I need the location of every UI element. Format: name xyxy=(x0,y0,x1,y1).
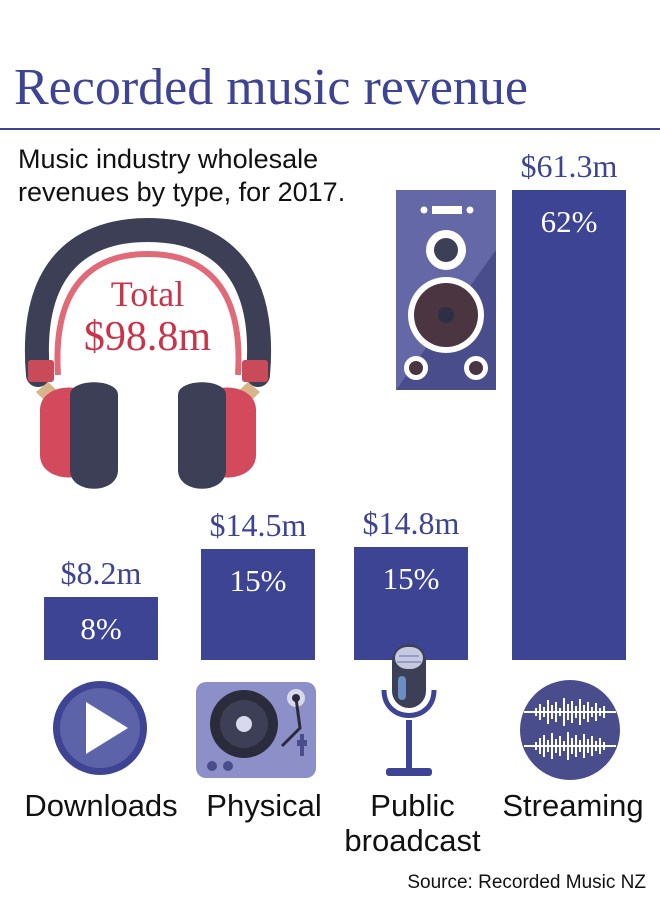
chart-subtitle: Music industry wholesale revenues by typ… xyxy=(18,144,346,207)
total-label: Total xyxy=(110,274,185,314)
microphone-icon xyxy=(381,644,437,776)
value-label-streaming: $61.3m xyxy=(520,148,618,184)
value-label-physical: $14.5m xyxy=(209,507,307,543)
category-label-physical: Physical xyxy=(206,788,322,823)
speaker-icon xyxy=(396,190,496,390)
total-value: $98.8m xyxy=(83,314,212,360)
bar-downloads xyxy=(44,597,158,660)
percent-label-downloads: 8% xyxy=(80,611,122,646)
chart-title: Recorded music revenue xyxy=(14,59,529,116)
bar-physical xyxy=(201,549,315,660)
bar-public-broadcast xyxy=(354,547,468,660)
category-label-downloads: Downloads xyxy=(24,788,178,823)
title-divider xyxy=(0,128,660,130)
waveform-icon xyxy=(520,680,620,780)
value-label-downloads: $8.2m xyxy=(60,555,142,591)
value-label-public-broadcast: $14.8m xyxy=(362,505,460,541)
source-note: Source: Recorded Music NZ xyxy=(407,872,646,893)
play-icon xyxy=(53,681,147,775)
percent-label-physical: 15% xyxy=(229,563,287,598)
headphones-icon xyxy=(24,217,272,489)
turntable-icon xyxy=(196,682,316,778)
percent-label-public-broadcast: 15% xyxy=(382,561,440,596)
bar-streaming xyxy=(512,190,626,660)
category-label-streaming: Streaming xyxy=(502,788,644,823)
percent-label-streaming: 62% xyxy=(540,204,598,239)
category-label-public-broadcast: Public broadcast xyxy=(344,788,481,858)
